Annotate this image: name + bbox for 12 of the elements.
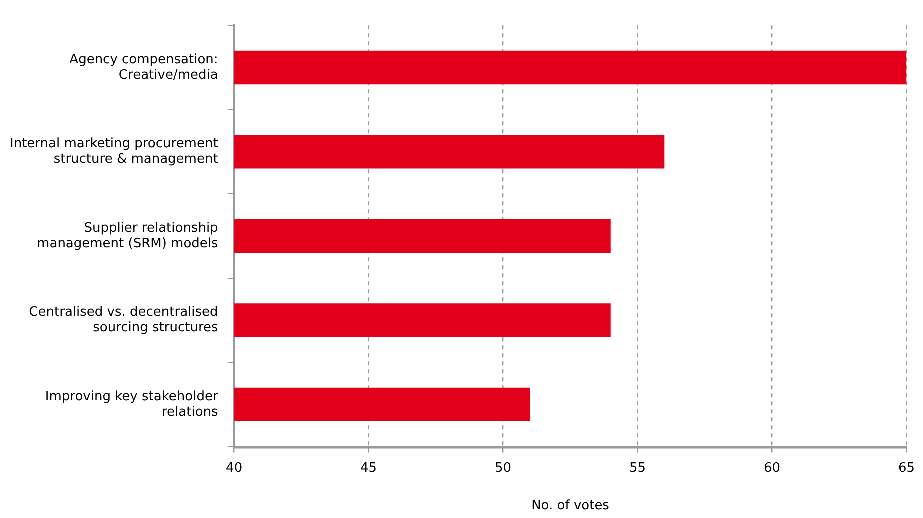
x-axis-title: No. of votes	[532, 498, 610, 514]
y-tick-label: Supplier relationship management (SRM) models	[37, 220, 219, 252]
x-tick-label: 45	[360, 460, 378, 476]
x-tick-label: 55	[629, 460, 646, 476]
y-tick-label: Centralised vs. decentralised sourcing structures	[29, 305, 219, 336]
x-tick-label: 65	[898, 460, 915, 476]
x-tick-label: 50	[495, 460, 512, 476]
y-tick-label: Agency compensation: Creative/media	[70, 52, 218, 83]
y-tick-label: Internal marketing procurement structure & management	[10, 136, 218, 168]
x-tick-label: 40	[226, 460, 243, 476]
x-tick-label: 60	[764, 460, 781, 476]
y-tick-label: Improving key stakeholder relations	[45, 389, 219, 420]
